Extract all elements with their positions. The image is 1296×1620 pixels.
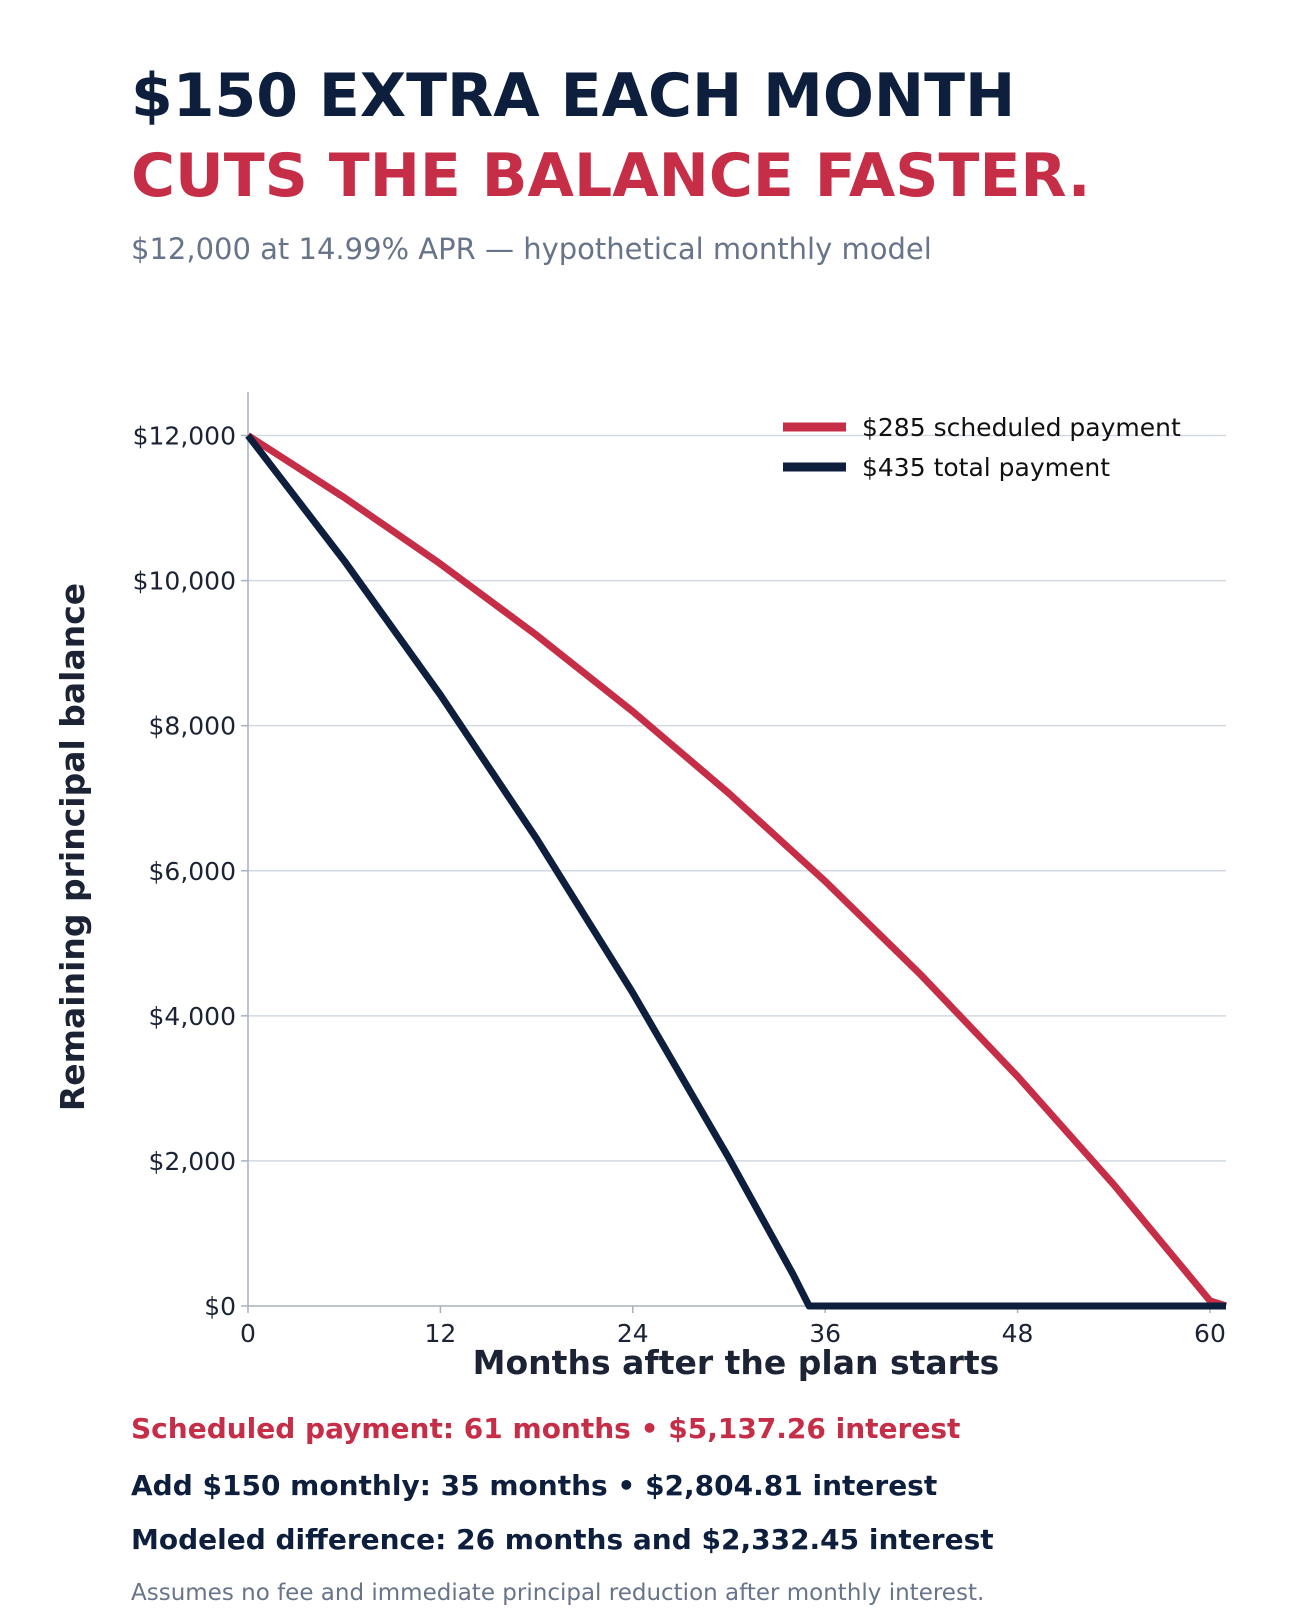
x-axis-title: Months after the plan starts	[473, 1343, 1000, 1382]
footnote: Assumes no fee and immediate principal r…	[131, 1580, 985, 1606]
series-line-2	[245, 433, 1226, 1310]
x-tick-label: 48	[1002, 1319, 1034, 1348]
x-tick-label: 12	[424, 1319, 456, 1348]
subtitle: $12,000 at 14.99% APR — hypothetical mon…	[131, 232, 932, 266]
series-lines	[245, 432, 1228, 1310]
summary-extra: Add $150 monthly: 35 months • $2,804.81 …	[131, 1469, 938, 1502]
legend-label-2: $435 total payment	[862, 453, 1110, 482]
legend-label-1: $285 scheduled payment	[862, 413, 1181, 442]
y-tick-label: $10,000	[133, 567, 236, 596]
y-tick-label: $8,000	[149, 712, 236, 741]
y-tick-label: $4,000	[149, 1002, 236, 1031]
x-tick-label: 36	[809, 1319, 841, 1348]
summary-difference: Modeled difference: 26 months and $2,332…	[131, 1523, 994, 1556]
title-line-1: $150 EXTRA EACH MONTH	[131, 61, 1016, 131]
y-tick-label: $12,000	[133, 422, 236, 451]
y-tick-label: $6,000	[149, 857, 236, 886]
grid-lines	[248, 434, 1226, 1162]
x-tick-label: 24	[617, 1319, 649, 1348]
balance-chart: $0 $2,000 $4,000 $6,000 $8,000 $10,000 $12,000…	[53, 392, 1228, 1382]
summary-scheduled: Scheduled payment: 61 months • $5,137.26…	[131, 1412, 961, 1445]
y-tick-label: $0	[204, 1292, 236, 1321]
x-tick-label: 0	[240, 1319, 256, 1348]
title-line-2: CUTS THE BALANCE FASTER.	[131, 141, 1091, 211]
series-line-1	[246, 432, 1228, 1310]
y-axis-title: Remaining principal balance	[53, 583, 92, 1111]
legend: $285 scheduled payment $435 total payment	[783, 413, 1181, 482]
tick-labels: $0 $2,000 $4,000 $6,000 $8,000 $10,000 $12,000…	[133, 422, 1226, 1348]
y-tick-label: $2,000	[149, 1147, 236, 1176]
x-tick-label: 60	[1194, 1319, 1226, 1348]
